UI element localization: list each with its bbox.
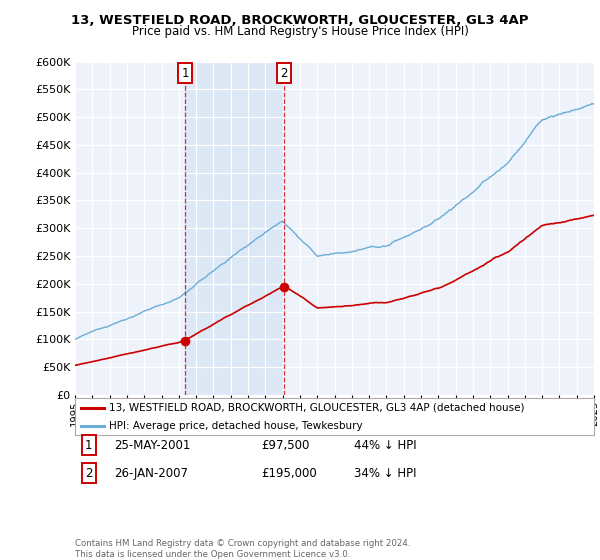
Bar (185, 62, 284, 395)
Text: £97,500: £97,500 (261, 438, 310, 452)
Text: 44% ↓ HPI: 44% ↓ HPI (354, 438, 416, 452)
Text: 1: 1 (182, 67, 189, 80)
Text: 26-JAN-2007: 26-JAN-2007 (114, 466, 188, 480)
Text: 2: 2 (280, 67, 287, 80)
Text: Contains HM Land Registry data © Crown copyright and database right 2024.
This d: Contains HM Land Registry data © Crown c… (75, 539, 410, 559)
Text: 13, WESTFIELD ROAD, BROCKWORTH, GLOUCESTER, GL3 4AP: 13, WESTFIELD ROAD, BROCKWORTH, GLOUCEST… (71, 14, 529, 27)
Text: £195,000: £195,000 (261, 466, 317, 480)
Text: 34% ↓ HPI: 34% ↓ HPI (354, 466, 416, 480)
Text: 2: 2 (85, 466, 92, 480)
Text: 25-MAY-2001: 25-MAY-2001 (114, 438, 190, 452)
Text: HPI: Average price, detached house, Tewkesbury: HPI: Average price, detached house, Tewk… (109, 421, 362, 431)
Text: 13, WESTFIELD ROAD, BROCKWORTH, GLOUCESTER, GL3 4AP (detached house): 13, WESTFIELD ROAD, BROCKWORTH, GLOUCEST… (109, 403, 524, 413)
Text: Price paid vs. HM Land Registry's House Price Index (HPI): Price paid vs. HM Land Registry's House … (131, 25, 469, 38)
Text: 1: 1 (85, 438, 92, 452)
